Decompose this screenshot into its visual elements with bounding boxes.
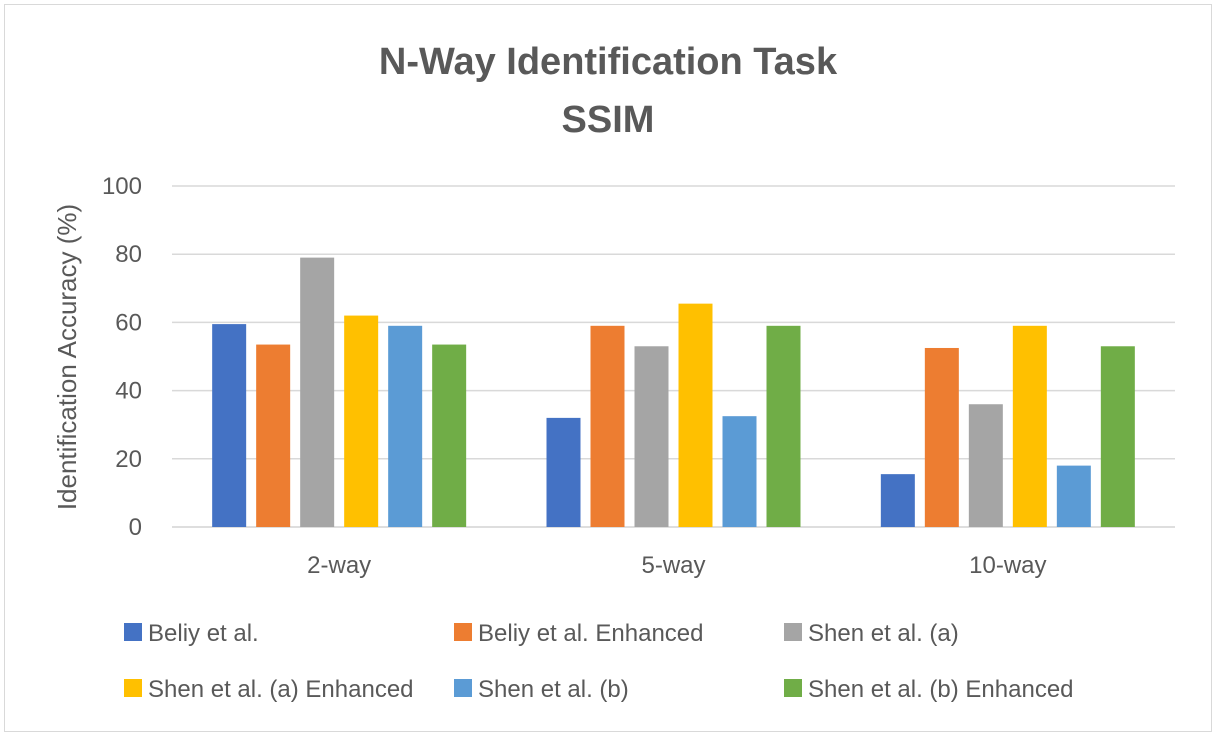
gridlines bbox=[172, 185, 1175, 528]
y-tick-label: 20 bbox=[115, 446, 142, 473]
bar bbox=[300, 257, 335, 527]
y-tick-label: 60 bbox=[115, 309, 142, 336]
y-tick-labels: 0 20 40 60 80 100 bbox=[102, 173, 142, 541]
legend-swatch bbox=[454, 679, 472, 697]
legend-swatch bbox=[124, 679, 142, 697]
bar bbox=[722, 416, 757, 527]
bar bbox=[1100, 346, 1135, 527]
bar bbox=[1056, 465, 1091, 527]
x-tick-label: 5-way bbox=[641, 552, 705, 579]
legend: Beliy et al. Beliy et al. Enhanced Shen et… bbox=[124, 620, 1074, 703]
legend-label: Shen et al. (b) bbox=[478, 676, 629, 703]
x-tick-label: 2-way bbox=[307, 552, 371, 579]
bar bbox=[968, 404, 1003, 527]
bar bbox=[880, 474, 915, 527]
bar bbox=[1012, 325, 1047, 527]
bar bbox=[924, 347, 959, 527]
legend-swatch bbox=[784, 623, 802, 641]
y-tick-label: 100 bbox=[102, 173, 142, 200]
bars bbox=[212, 257, 1135, 527]
bar bbox=[388, 325, 423, 527]
bar bbox=[344, 315, 379, 527]
legend-swatch bbox=[124, 623, 142, 641]
bar bbox=[678, 303, 713, 527]
y-tick-label: 80 bbox=[115, 241, 142, 268]
bar bbox=[766, 325, 801, 527]
legend-label: Beliy et al. Enhanced bbox=[478, 620, 703, 647]
y-tick-label: 0 bbox=[129, 514, 142, 541]
legend-label: Shen et al. (a) bbox=[808, 620, 959, 647]
legend-label: Shen et al. (a) Enhanced bbox=[148, 676, 414, 703]
legend-swatch bbox=[454, 623, 472, 641]
legend-label: Beliy et al. bbox=[148, 620, 259, 647]
chart-title: N-Way Identification Task bbox=[379, 41, 838, 83]
bar bbox=[634, 346, 669, 527]
y-axis-label: Identification Accuracy (%) bbox=[52, 204, 82, 510]
bar bbox=[546, 417, 581, 527]
chart-subtitle: SSIM bbox=[562, 99, 655, 141]
bar bbox=[212, 324, 247, 527]
bar bbox=[432, 344, 467, 527]
legend-swatch bbox=[784, 679, 802, 697]
y-tick-label: 40 bbox=[115, 378, 142, 405]
x-tick-label: 10-way bbox=[969, 552, 1046, 579]
bar bbox=[256, 344, 291, 527]
x-tick-labels: 2-way 5-way 10-way bbox=[307, 552, 1046, 579]
legend-label: Shen et al. (b) Enhanced bbox=[808, 676, 1074, 703]
bar bbox=[590, 325, 625, 527]
